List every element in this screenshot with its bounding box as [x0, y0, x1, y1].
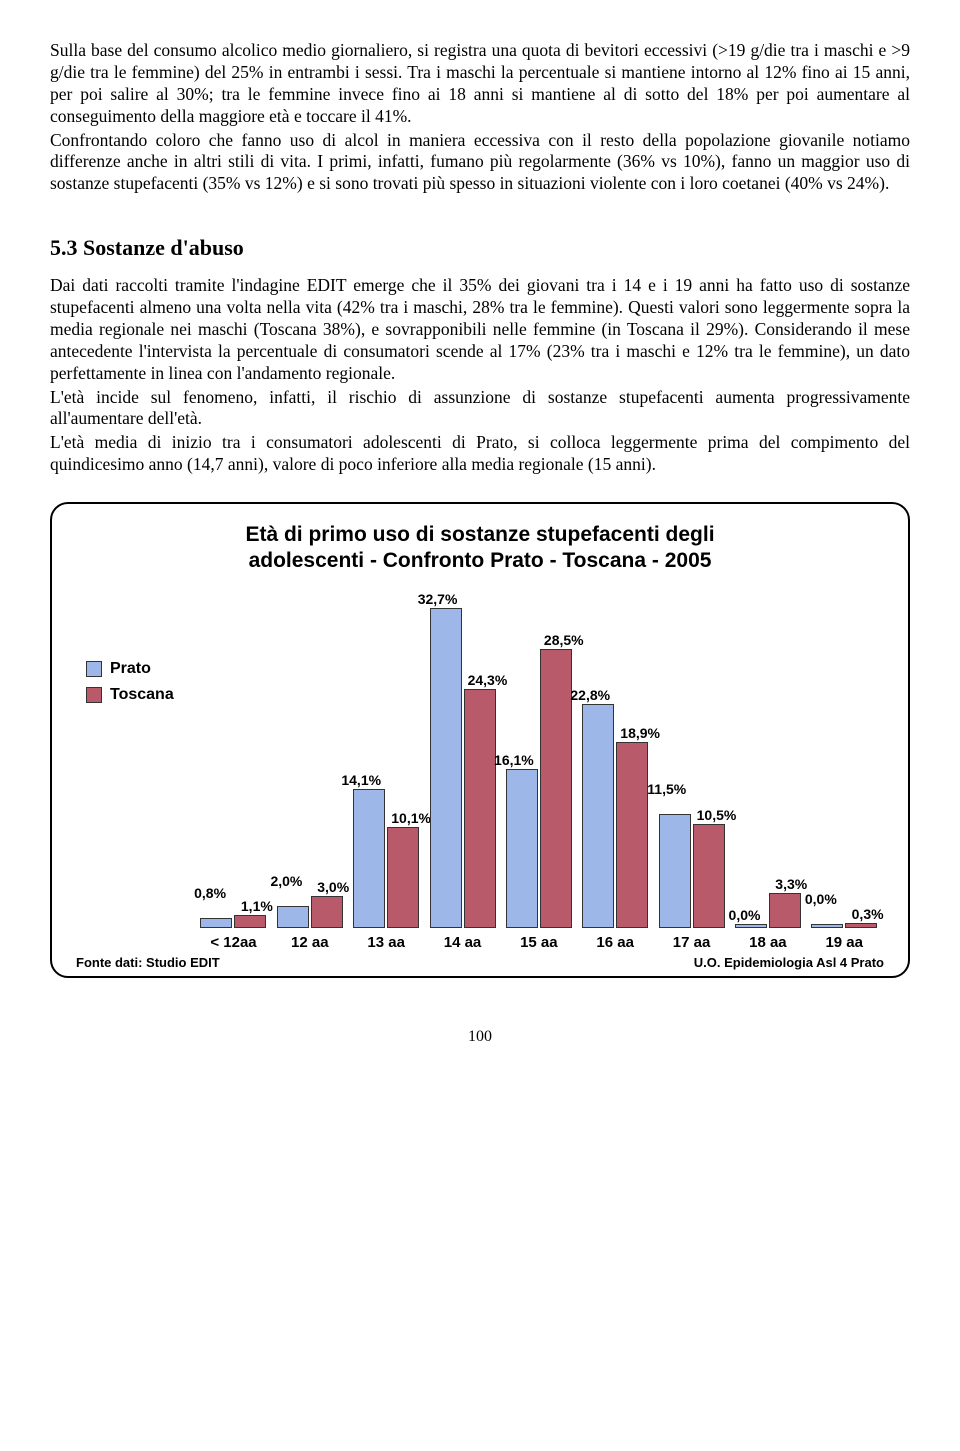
- bar-label: 32,7%: [418, 591, 458, 607]
- bar-label: 16,1%: [494, 752, 534, 768]
- chart-bars-area: 0,8%1,1%< 12aa2,0%3,0%12 aa14,1%10,1%13 …: [192, 581, 886, 951]
- legend-item: Prato: [86, 660, 174, 678]
- category-label: 13 aa: [367, 934, 405, 951]
- bar-label: 2,0%: [270, 873, 302, 889]
- bar-label: 11,5%: [647, 781, 686, 797]
- bar-label: 0,8%: [194, 885, 226, 901]
- chart-footer-left: Fonte dati: Studio EDIT: [76, 955, 220, 970]
- bar-toscana: 24,3%: [464, 689, 496, 927]
- bar-label: 0,3%: [852, 906, 884, 922]
- body-para-1: Sulla base del consumo alcolico medio gi…: [50, 40, 910, 128]
- bar-toscana: 10,1%: [387, 827, 419, 927]
- bar-group: 22,8%18,9% 16 aa: [577, 588, 652, 951]
- chart-title-line2: adolescenti - Confronto Prato - Toscana …: [249, 549, 712, 572]
- bar-pair: 11,5%10,5%: [659, 588, 725, 928]
- bar-pair: 32,7%24,3%: [430, 588, 496, 928]
- category-label: 12 aa: [291, 934, 329, 951]
- bar-label: 18,9%: [620, 725, 660, 741]
- bar-group: 16,1%28,5% 15 aa: [501, 588, 576, 951]
- bar-pair: 2,0%3,0%: [277, 588, 343, 928]
- legend-item: Toscana: [86, 686, 174, 704]
- category-label: 18 aa: [749, 934, 787, 951]
- page-number: 100: [50, 1028, 910, 1046]
- bar-pair: 16,1%28,5%: [506, 588, 572, 928]
- bar-label: 1,1%: [241, 898, 273, 914]
- bar-label: 0,0%: [729, 907, 761, 923]
- bar-prato: 11,5%: [659, 814, 691, 928]
- bar-prato: 32,7%: [430, 608, 462, 928]
- body-para-4: L'età incide sul fenomeno, infatti, il r…: [50, 387, 910, 431]
- bar-pair: 0,0%0,3%: [811, 588, 877, 928]
- category-label: 15 aa: [520, 934, 558, 951]
- category-label: 14 aa: [444, 934, 482, 951]
- bar-toscana: 1,1%: [234, 915, 266, 928]
- bar-prato: 0,0%: [735, 924, 767, 928]
- bar-group: 14,1%10,1% 13 aa: [348, 588, 423, 951]
- bar-group: 0,0%0,3%19 aa: [806, 588, 881, 951]
- bar-toscana: 28,5%: [540, 649, 572, 928]
- legend-swatch: [86, 661, 102, 677]
- section-heading: 5.3 Sostanze d'abuso: [50, 235, 910, 261]
- bar-toscana: 3,3%: [769, 893, 801, 927]
- chart-footer: Fonte dati: Studio EDIT U.O. Epidemiolog…: [74, 955, 886, 970]
- bar-label: 3,0%: [317, 879, 349, 895]
- chart-title-line1: Età di primo uso di sostanze stupefacent…: [245, 523, 714, 546]
- bar-pair: 22,8%18,9%: [582, 588, 648, 928]
- bar-pair: 14,1%10,1%: [353, 588, 419, 928]
- bar-prato: 2,0%: [277, 906, 309, 927]
- bar-label: 0,0%: [805, 891, 837, 907]
- category-label: 16 aa: [596, 934, 634, 951]
- bar-toscana: 0,3%: [845, 923, 877, 928]
- bar-group: 32,7%24,3% 14 aa: [425, 588, 500, 951]
- bar-group: 11,5%10,5% 17 aa: [654, 588, 729, 951]
- bar-group: 0,0%3,3%18 aa: [730, 588, 805, 951]
- bar-label: 24,3%: [468, 672, 508, 688]
- legend-label: Prato: [110, 660, 151, 678]
- bar-label: 3,3%: [775, 876, 807, 892]
- category-label: 17 aa: [673, 934, 711, 951]
- bar-label: 14,1%: [341, 772, 381, 788]
- chart-legend: Prato Toscana: [86, 660, 174, 712]
- chart-container: Età di primo uso di sostanze stupefacent…: [50, 502, 910, 978]
- legend-swatch: [86, 687, 102, 703]
- chart-title: Età di primo uso di sostanze stupefacent…: [74, 522, 886, 575]
- body-para-5: L'età media di inizio tra i consumatori …: [50, 432, 910, 476]
- bar-prato: 0,0%: [811, 924, 843, 928]
- bar-prato: 16,1%: [506, 769, 538, 927]
- legend-label: Toscana: [110, 686, 174, 704]
- chart-body: PratoToscana 0,8%1,1%< 12aa2,0%3,0%12 aa…: [74, 581, 886, 951]
- body-para-2: Confrontando coloro che fanno uso di alc…: [50, 130, 910, 196]
- bar-label: 22,8%: [570, 687, 610, 703]
- bar-label: 10,1%: [391, 810, 431, 826]
- body-para-3: Dai dati raccolti tramite l'indagine EDI…: [50, 275, 910, 384]
- bar-toscana: 18,9%: [616, 742, 648, 928]
- bar-group: 2,0%3,0%12 aa: [272, 588, 347, 951]
- bar-toscana: 10,5%: [693, 824, 725, 928]
- category-label: < 12aa: [210, 934, 256, 951]
- bar-pair: 0,0%3,3%: [735, 588, 801, 928]
- bar-pair: 0,8%1,1%: [200, 588, 266, 928]
- bar-toscana: 3,0%: [311, 896, 343, 927]
- bar-prato: 14,1%: [353, 789, 385, 928]
- bar-label: 28,5%: [544, 632, 584, 648]
- bar-prato: 0,8%: [200, 918, 232, 928]
- category-label: 19 aa: [825, 934, 863, 951]
- bar-group: 0,8%1,1%< 12aa: [196, 588, 271, 951]
- bar-label: 10,5%: [697, 807, 737, 823]
- bar-prato: 22,8%: [582, 704, 614, 927]
- chart-footer-right: U.O. Epidemiologia Asl 4 Prato: [694, 955, 884, 970]
